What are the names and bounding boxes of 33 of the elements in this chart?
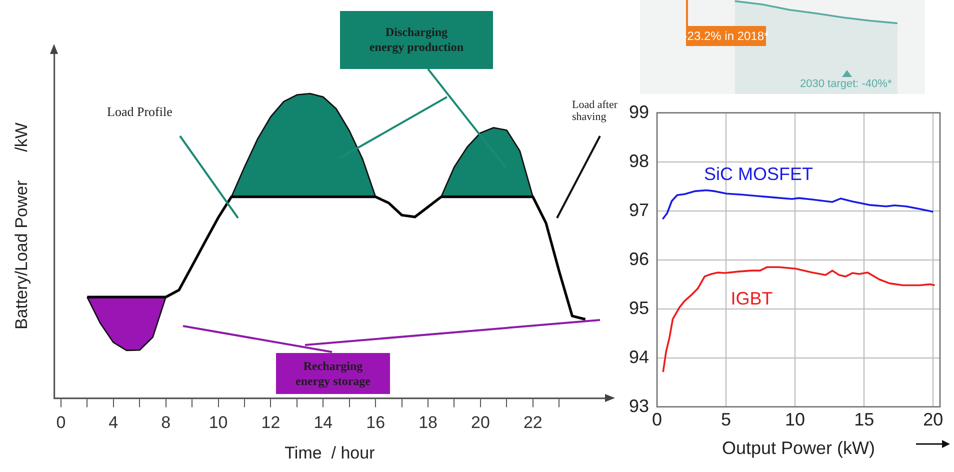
x-tick-label: 20: [923, 410, 944, 430]
x-tick-label: 8: [161, 413, 171, 432]
callout-box: Discharging energy production: [340, 11, 493, 69]
x-tick-label: 12: [261, 413, 280, 432]
series-label: IGBT: [730, 288, 773, 309]
x-tick-label: 20: [471, 413, 490, 432]
x-tick-label: 0: [56, 413, 66, 432]
x-axis-title: Output Power (kW): [722, 438, 876, 458]
y-tick-label: 93: [628, 396, 650, 416]
series-label: SiC MOSFET: [704, 164, 813, 184]
x-tick-label: 5: [721, 410, 732, 430]
x-axis-title: Time / hour: [284, 443, 376, 462]
y-tick-label: 94: [628, 346, 650, 367]
x-tick-label: 18: [418, 413, 438, 432]
y-tick-label: 95: [628, 298, 650, 318]
x-tick-label: 0: [652, 410, 662, 430]
annotation: Recharging energy storage: [294, 358, 372, 388]
x-tick-label: 15: [854, 410, 874, 430]
text: 2030 target: -40%*: [800, 78, 893, 90]
x-tick-label: 10: [785, 410, 806, 430]
x-tick-label: 14: [314, 413, 333, 432]
annotation: Load Profile: [107, 104, 174, 120]
y-tick-label: 98: [628, 150, 650, 171]
y-axis-title: Battery/Load Power /kW: [12, 122, 31, 330]
x-tick-label: 4: [108, 413, 118, 432]
y-tick-label: 99: [628, 102, 650, 122]
x-tick-label: 10: [208, 413, 228, 432]
y-tick-label: 97: [628, 200, 650, 220]
x-tick-label: 16: [366, 413, 386, 432]
y-tick-label: 96: [628, 248, 650, 269]
annotation: Load after shaving: [572, 99, 618, 123]
x-tick-label: 22: [523, 413, 542, 432]
callout-box: Recharging energy storage: [276, 353, 390, 394]
